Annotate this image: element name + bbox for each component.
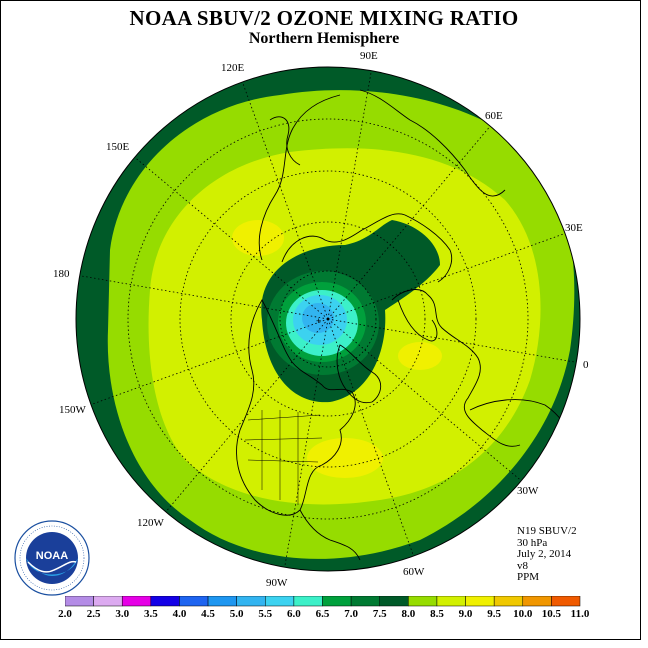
lon-label-0: 0 <box>583 359 589 371</box>
colorbar-tick-label: 2.0 <box>58 608 72 620</box>
coastlines <box>236 89 576 561</box>
dataset-info: N19 SBUV/2 30 hPa July 2, 2014 v8 PPM <box>517 525 577 584</box>
lon-label-30e: 30E <box>565 222 583 234</box>
lon-label-120w: 120W <box>137 517 164 529</box>
colorbar-tick-label: 4.0 <box>172 608 187 620</box>
colorbar-swatch <box>551 596 581 607</box>
map-title: NOAA SBUV/2 OZONE MIXING RATIO <box>129 6 519 30</box>
colorbar-tick-label: 9.5 <box>487 608 502 620</box>
coast-japan <box>269 116 301 166</box>
version-label: v8 <box>517 559 528 572</box>
colorbar-swatch <box>121 596 152 607</box>
colorbar-swatch <box>179 596 209 607</box>
colorbar-swatch <box>65 596 94 607</box>
colorbar-swatch <box>322 596 352 607</box>
map-boundary <box>75 66 581 572</box>
colorbar-tick-label: 10.5 <box>541 608 561 620</box>
lon-label-180: 180 <box>53 268 70 280</box>
colorbar-tick-label: 7.0 <box>344 608 358 620</box>
colorbar <box>65 596 581 607</box>
colorbar-swatch <box>465 596 495 607</box>
date-label: July 2, 2014 <box>517 548 572 561</box>
colorbar-tick-label: 2.5 <box>86 608 101 620</box>
colorbar-tick-label: 10.0 <box>513 608 533 620</box>
lon-label-30w: 30W <box>517 485 539 497</box>
colorbar-swatch <box>408 596 438 607</box>
latitude-circles <box>127 118 529 520</box>
instrument-label: N19 SBUV/2 <box>517 525 577 537</box>
colorbar-swatch <box>150 596 180 607</box>
pole-marker: + <box>316 316 321 326</box>
coast-north-america <box>236 299 356 516</box>
colorbar-swatch <box>207 596 237 607</box>
colorbar-swatch <box>379 596 409 607</box>
coast-scandinavia <box>397 299 438 342</box>
map-subtitle: Northern Hemisphere <box>248 30 400 47</box>
colorbar-swatch <box>265 596 295 607</box>
colorbar-tick-label: 3.0 <box>115 608 130 620</box>
colorbar-tick-label: 6.5 <box>315 608 330 620</box>
colorbar-swatch <box>93 596 123 607</box>
yellow-patch-atlantic <box>307 438 383 478</box>
colorbar-tick-label: 8.0 <box>401 608 416 620</box>
coast-east-asia <box>258 94 341 261</box>
colorbar-tick-label: 5.0 <box>229 608 244 620</box>
lon-label-60e: 60E <box>485 110 503 122</box>
colorbar-tick-label: 5.5 <box>258 608 273 620</box>
yellow-patch-europe <box>398 342 442 370</box>
noaa-logo: NOAA <box>14 520 90 596</box>
lon-label-90w: 90W <box>266 577 288 589</box>
colorbar-tick-label: 6.0 <box>287 608 301 620</box>
yellow-patch-siberia <box>232 220 284 256</box>
coast-greenland <box>336 344 382 404</box>
logo-text: NOAA <box>36 550 68 562</box>
colorbar-tick-label: 9.0 <box>458 608 473 620</box>
lon-label-90e: 90E <box>360 50 378 62</box>
pressure-label: 30 hPa <box>517 536 548 549</box>
lon-label-120e: 120E <box>221 62 245 74</box>
colorbar-swatch <box>522 596 552 607</box>
colorbar-tick-label: 4.5 <box>201 608 215 620</box>
lon-label-150w: 150W <box>59 404 86 416</box>
coast-central-america <box>299 509 361 561</box>
colorbar-tick-label: 11.0 <box>570 608 590 620</box>
colorbar-tick-label: 7.5 <box>372 608 387 620</box>
colorbar-swatch <box>236 596 266 607</box>
colorbar-swatch <box>436 596 466 607</box>
coast-asia-arctic <box>281 213 453 283</box>
colorbar-swatch <box>493 596 524 607</box>
colorbar-swatch <box>293 596 323 607</box>
lon-label-60w: 60W <box>403 566 425 578</box>
coast-south-asia <box>359 89 506 197</box>
band-4.5-5.0 <box>302 303 334 333</box>
colorbar-tick-label: 3.5 <box>143 608 158 620</box>
colorbar-tick-label: 8.5 <box>430 608 444 620</box>
units-label: PPM <box>517 571 540 584</box>
lon-label-150e: 150E <box>106 141 130 153</box>
meridians <box>76 67 580 571</box>
colorbar-swatch <box>350 596 380 607</box>
coast-europe <box>391 289 521 447</box>
us-state-borders <box>244 410 323 505</box>
ozone-contour-fields <box>76 67 580 571</box>
